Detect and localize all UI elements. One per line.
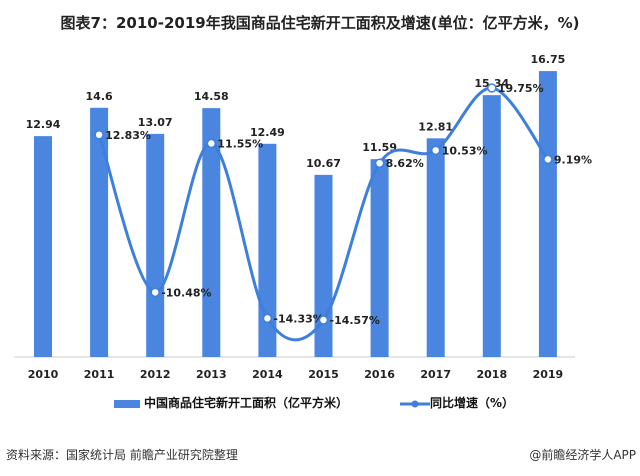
growth-point [150,287,160,298]
x-tick-label: 2015 [308,368,339,381]
source-note: 资料来源：国家统计局 前瞻产业研究院整理 [6,448,238,462]
growth-value-label: 19.75% [498,82,544,95]
growth-line [97,86,550,342]
x-tick-label: 2010 [28,368,59,381]
growth-point [487,83,497,93]
growth-value-label: 12.83% [105,129,151,142]
bar-value-label: 16.75 [531,53,566,66]
x-tick-label: 2019 [533,368,564,381]
bar-value-label: 12.81 [418,120,453,133]
x-tick-label: 2011 [84,368,115,381]
growth-value-label: 10.53% [442,144,488,157]
bar-value-label: 12.94 [26,118,61,131]
growth-point [430,145,441,156]
bar-value-label: 12.49 [250,126,285,139]
chart-title: 图表7：2010-2019年我国商品住宅新开工面积及增速(单位：亿平方米，%) [60,14,580,32]
growth-point [206,138,217,149]
bar [258,143,277,357]
x-tick-label: 2012 [140,368,171,381]
x-tick-label: 2018 [476,368,507,381]
bar-value-label: 11.59 [362,141,397,154]
growth-value-label: 8.62% [386,157,424,170]
bar [146,133,165,357]
bar-value-label: 13.07 [138,116,173,129]
legend-bar-swatch [114,399,140,408]
bar [426,138,445,357]
growth-value-label: -14.33% [273,312,323,325]
legend-bar-label: 中国商品住宅新开工面积（亿平方米） [144,396,349,410]
growth-value-label: -14.57% [330,314,380,327]
growth-point [262,313,273,324]
bar-value-label: 14.6 [86,90,113,103]
legend-bar: 中国商品住宅新开工面积（亿平方米） [114,394,348,411]
x-tick-label: 2014 [252,368,283,381]
growth-value-label: -10.48% [161,286,211,299]
growth-point [318,315,329,325]
legend-line-label: 同比增速（%） [430,396,515,410]
bar-value-label: 14.58 [194,90,229,103]
x-tick-label: 2016 [364,368,395,381]
growth-point [374,158,385,168]
growth-value-label: 11.55% [217,137,263,150]
credit: @前瞻经济学人APP [529,448,636,462]
growth-point [94,130,104,140]
growth-value-label: 9.19% [554,153,592,166]
bar [482,95,501,357]
bar-value-label: 10.67 [306,157,341,170]
legend-line-swatch [400,400,430,407]
x-tick-label: 2017 [420,368,451,381]
bar [34,136,52,357]
x-tick-label: 2013 [196,368,227,381]
legend-line: 同比增速（%） [400,394,514,411]
bar [202,108,221,357]
bar [538,71,557,357]
bar [90,107,109,357]
bar [370,159,389,357]
growth-point [543,154,553,165]
